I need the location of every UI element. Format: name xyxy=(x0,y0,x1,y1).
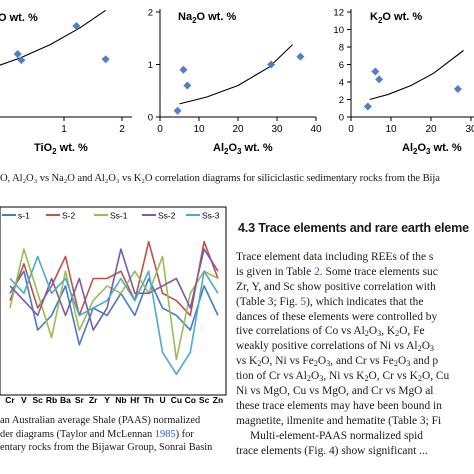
legend-label: Ss-1 xyxy=(110,211,128,221)
na2o-chart-y-tick-label: 0 xyxy=(148,113,153,124)
body-line: tion of Cr vs Al2O3, Ni vs K2O, Cr vs K2… xyxy=(236,370,450,384)
na2o-chart-x-tick-label: 40 xyxy=(310,124,322,135)
legend-label: Ss-3 xyxy=(202,211,220,221)
body-line: (Table 3; Fig. 5), which indicates that … xyxy=(236,295,424,308)
figure-caption-top: O, Al₂O₃ vs Na₂O and Al₂O₃ vs K₂O correl… xyxy=(0,173,440,184)
k2o-chart-point xyxy=(453,85,462,93)
na2o-chart-trend-line xyxy=(179,44,293,105)
k2o-chart-y-tick-label: 6 xyxy=(339,60,344,71)
k2o-chart-y-tick-label: 4 xyxy=(339,78,344,89)
na2o-chart-point xyxy=(267,60,276,69)
k2o-chart: 0 2 4 6 8 10 12 0 10 20 30 K2O wt. % Al2O3 wt. % xyxy=(333,8,474,156)
section-heading: 4.3 Trace elements and rare earth eleme xyxy=(238,221,469,235)
element-label: Rb xyxy=(46,395,57,405)
element-label: Zr xyxy=(89,395,98,405)
k2o-chart-x-tick-label: 20 xyxy=(425,124,437,135)
element-label: Sc xyxy=(33,395,44,405)
figure-caption-spider: an Australian average Shale (PAAS) norma… xyxy=(0,414,212,455)
body-line: is given in Table 2. Some trace elements… xyxy=(236,265,438,278)
k2o-chart-point xyxy=(363,102,372,111)
tio2-chart-x-tick-label: 1 xyxy=(61,124,67,135)
k2o-chart-y-tick-label: 0 xyxy=(339,113,344,124)
k2o-chart-title: K2O wt. % xyxy=(370,11,422,25)
tio2-chart-point xyxy=(17,56,26,65)
legend-label: Ss-2 xyxy=(158,211,176,221)
tio2-chart-x-tick-label: 2 xyxy=(119,124,125,135)
k2o-chart-y-tick-label: 8 xyxy=(339,43,344,54)
na2o-chart-title: Na2O wt. % xyxy=(178,11,236,25)
tio2-chart-trend-line xyxy=(0,9,107,66)
k2o-chart-y-tick-label: 12 xyxy=(333,8,344,19)
caption-line: der diagrams (Taylor and McLennan 1985) … xyxy=(0,428,194,440)
tio2-chart-point xyxy=(13,50,22,58)
spider-series-line xyxy=(9,248,219,331)
body-line: Ni vs MgO, Cu vs MgO, and Cr vs MgO al xyxy=(236,385,434,398)
element-label: Th xyxy=(143,395,153,405)
body-line: tive correlations of Co vs Al2O3, K2O, F… xyxy=(236,325,425,339)
element-label: Co xyxy=(185,395,196,405)
na2o-chart-y-tick-label: 2 xyxy=(148,8,153,19)
element-label: Y xyxy=(104,395,110,405)
na2o-chart-xlabel: Al2O3 wt. % xyxy=(213,142,273,156)
tio2-chart: 1 2 O wt. % TiO2 wt. % xyxy=(0,9,132,156)
k2o-chart-xlabel: Al2O3 wt. % xyxy=(402,142,462,156)
na2o-chart-y-tick-label: 1 xyxy=(148,60,153,71)
element-label: V xyxy=(21,395,27,405)
k2o-chart-trend-line xyxy=(369,50,464,101)
body-line: Zr, Y, and Sc show positive correlation … xyxy=(236,280,436,293)
spider-series-line xyxy=(9,255,219,376)
element-label: Cr xyxy=(5,395,15,405)
element-label: Zn xyxy=(213,395,223,405)
body-line: trace elements (Fig. 4) show significant… xyxy=(236,444,428,457)
citation-link[interactable]: 1985 xyxy=(154,428,176,440)
element-label: Hf xyxy=(130,395,139,405)
body-text: Trace element data including REEs of the… xyxy=(236,250,474,458)
k2o-chart-y-tick-label: 10 xyxy=(333,25,344,36)
na2o-chart-point xyxy=(183,81,192,90)
body-line: Multi-element-PAAS normalized spid xyxy=(250,429,423,442)
k2o-chart-point xyxy=(371,67,380,76)
k2o-chart-point xyxy=(375,75,384,84)
element-label: Nb xyxy=(115,395,126,405)
body-line: Trace element data including REEs of the… xyxy=(236,251,434,263)
tio2-chart-xlabel: TiO2 wt. % xyxy=(34,142,88,156)
k2o-chart-x-tick-label: 0 xyxy=(348,124,354,135)
body-line: these trace elements may have been bound… xyxy=(236,399,442,412)
top-correlation-charts: 1 2 O wt. % TiO2 wt. % 012 0 10 20 30 40 Na2… xyxy=(0,8,474,157)
na2o-chart-point xyxy=(179,65,188,74)
na2o-chart-x-tick-label: 30 xyxy=(271,124,283,135)
tio2-chart-title: O wt. % xyxy=(0,12,38,24)
body-line: vs K2O, Ni vs Fe2O3, and Cr vs Fe2O3 and… xyxy=(236,355,439,369)
caption-line: an Australian average Shale (PAAS) norma… xyxy=(0,415,201,426)
figure-link[interactable]: 5 xyxy=(300,295,307,308)
na2o-chart-x-tick-label: 0 xyxy=(157,124,163,135)
k2o-chart-x-tick-label: 10 xyxy=(385,124,397,135)
na2o-chart-point xyxy=(296,52,305,61)
k2o-chart-y-tick-label: 2 xyxy=(339,95,344,106)
tio2-chart-point xyxy=(101,55,110,64)
caption-line: entary rocks from the Bijawar Group, Son… xyxy=(0,442,213,454)
element-label: Sr xyxy=(75,395,85,405)
element-label: U xyxy=(159,395,165,405)
legend-label: s-1 xyxy=(18,211,30,221)
body-line: weakly positive correlations of Ni vs Al… xyxy=(236,340,435,354)
element-label: Sc xyxy=(199,395,210,405)
legend-label: S-2 xyxy=(62,211,76,221)
na2o-chart-point xyxy=(173,106,182,115)
table-link[interactable]: 2 xyxy=(314,265,320,278)
element-label: Ba xyxy=(60,395,71,405)
na2o-chart-x-tick-label: 10 xyxy=(193,124,205,135)
tio2-chart-point xyxy=(72,22,81,30)
na2o-chart-x-tick-label: 20 xyxy=(232,124,244,135)
element-label: Cu xyxy=(171,395,182,405)
k2o-chart-x-tick-label: 30 xyxy=(465,124,474,135)
spider-diagram: s-1 S-2 Ss-1 Ss-2 Ss-3 Cr V Sc Rb Ba Sr Zr Y Nb Hf Th U… xyxy=(0,206,227,405)
body-line: magnetite, ilmenite and hematite (Table … xyxy=(236,414,442,427)
na2o-chart: 0 1 2 0 10 20 30 40 Na2O wt. % Al2O3 wt. % xyxy=(148,8,322,157)
body-line: dances of these elements were controlled… xyxy=(236,310,438,323)
